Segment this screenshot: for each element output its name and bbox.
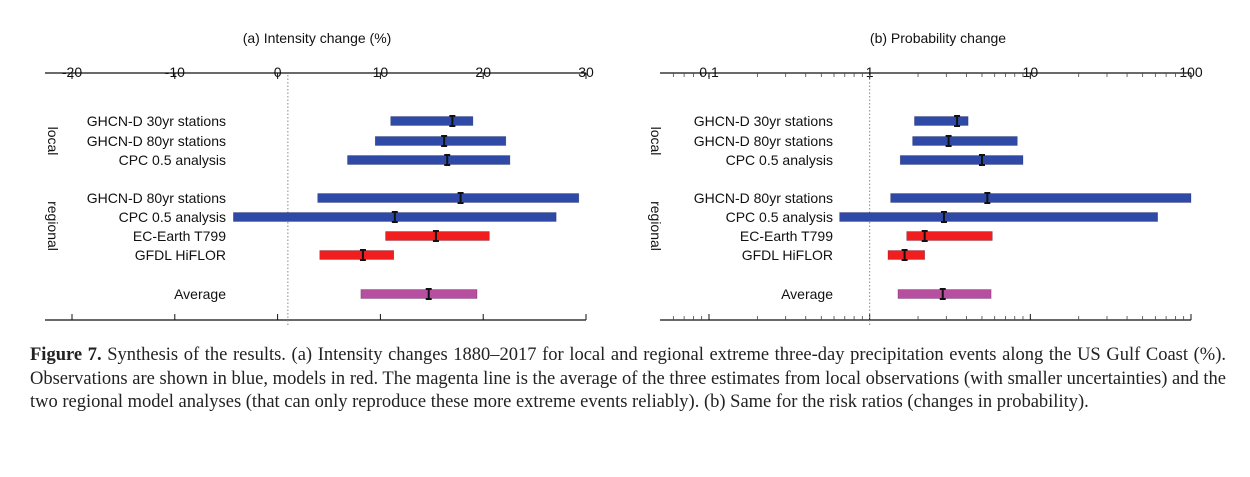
best-estimate-marker: [391, 211, 398, 223]
row-label: CPC 0.5 analysis: [119, 152, 226, 168]
row-label: CPC 0.5 analysis: [119, 209, 226, 225]
x-tick-label: 20: [475, 64, 491, 80]
interval-bar: [385, 231, 490, 241]
best-estimate-marker: [901, 249, 908, 261]
group-label-local: local: [648, 127, 664, 156]
row-label: CPC 0.5 analysis: [726, 209, 833, 225]
interval-bar: [887, 250, 925, 260]
interval-bar: [897, 289, 992, 299]
best-estimate-marker: [978, 154, 985, 166]
panel-a-intensity: (a) Intensity change (%) -20 -10 0 10 20 30 G…: [45, 30, 594, 325]
best-estimate-marker: [457, 192, 464, 204]
interval-bar: [347, 155, 511, 165]
best-estimate-marker: [425, 288, 432, 300]
row-label: Average: [781, 286, 833, 302]
group-label-regional: regional: [648, 201, 664, 251]
row-label: GFDL HiFLOR: [135, 247, 226, 263]
interval-bar: [319, 250, 395, 260]
best-estimate-marker: [939, 288, 946, 300]
interval-bar: [890, 193, 1192, 203]
row-label: GHCN-D 30yr stations: [694, 113, 833, 129]
best-estimate-marker: [984, 192, 991, 204]
figure-caption: Figure 7. Synthesis of the results. (a) …: [30, 344, 1226, 415]
x-tick-label: 10: [373, 64, 389, 80]
x-tick-label: -20: [62, 64, 82, 80]
best-estimate-marker: [945, 135, 952, 147]
interval-bar: [912, 136, 1018, 146]
panel-b-probability: (b) Probability change 0.1 1 10 100 GHCN-D …: [648, 30, 1203, 325]
interval-bar: [914, 116, 969, 126]
row-label: EC-Earth T799: [133, 228, 226, 244]
best-estimate-marker: [954, 115, 961, 127]
row-label: GHCN-D 80yr stations: [694, 190, 833, 206]
x-tick-label: 100: [1179, 64, 1203, 80]
x-tick-label: -10: [165, 64, 185, 80]
interval-bar: [360, 289, 478, 299]
interval-bar: [906, 231, 993, 241]
row-label: GHCN-D 30yr stations: [87, 113, 226, 129]
best-estimate-marker: [940, 211, 947, 223]
x-tick-label: 0.1: [699, 64, 719, 80]
row-label: GHCN-D 80yr stations: [87, 133, 226, 149]
figure-7-chart: (a) Intensity change (%) -20 -10 0 10 20 30 G…: [45, 30, 1203, 325]
best-estimate-marker: [441, 135, 448, 147]
row-label: CPC 0.5 analysis: [726, 152, 833, 168]
x-tick-label: 1: [866, 64, 874, 80]
row-label: EC-Earth T799: [740, 228, 833, 244]
x-tick-label: 30: [578, 64, 594, 80]
row-label: GFDL HiFLOR: [742, 247, 833, 263]
panel-b-title: (b) Probability change: [870, 30, 1006, 46]
caption-label: Figure 7.: [30, 345, 102, 365]
interval-bar: [317, 193, 580, 203]
group-label-local: local: [45, 127, 61, 156]
interval-bar: [899, 155, 1024, 165]
best-estimate-marker: [359, 249, 366, 261]
row-label: GHCN-D 80yr stations: [694, 133, 833, 149]
caption-text: Synthesis of the results. (a) Intensity …: [30, 345, 1226, 413]
best-estimate-marker: [444, 154, 451, 166]
panel-a-title: (a) Intensity change (%): [243, 30, 392, 46]
best-estimate-marker: [432, 230, 439, 242]
interval-bar: [839, 212, 1158, 222]
interval-bar: [374, 136, 507, 146]
best-estimate-marker: [921, 230, 928, 242]
interval-bar: [390, 116, 474, 126]
group-label-regional: regional: [45, 201, 61, 251]
x-tick-label: 0: [274, 64, 282, 80]
row-label: GHCN-D 80yr stations: [87, 190, 226, 206]
best-estimate-marker: [449, 115, 456, 127]
row-label: Average: [174, 286, 226, 302]
x-tick-label: 10: [1023, 64, 1039, 80]
